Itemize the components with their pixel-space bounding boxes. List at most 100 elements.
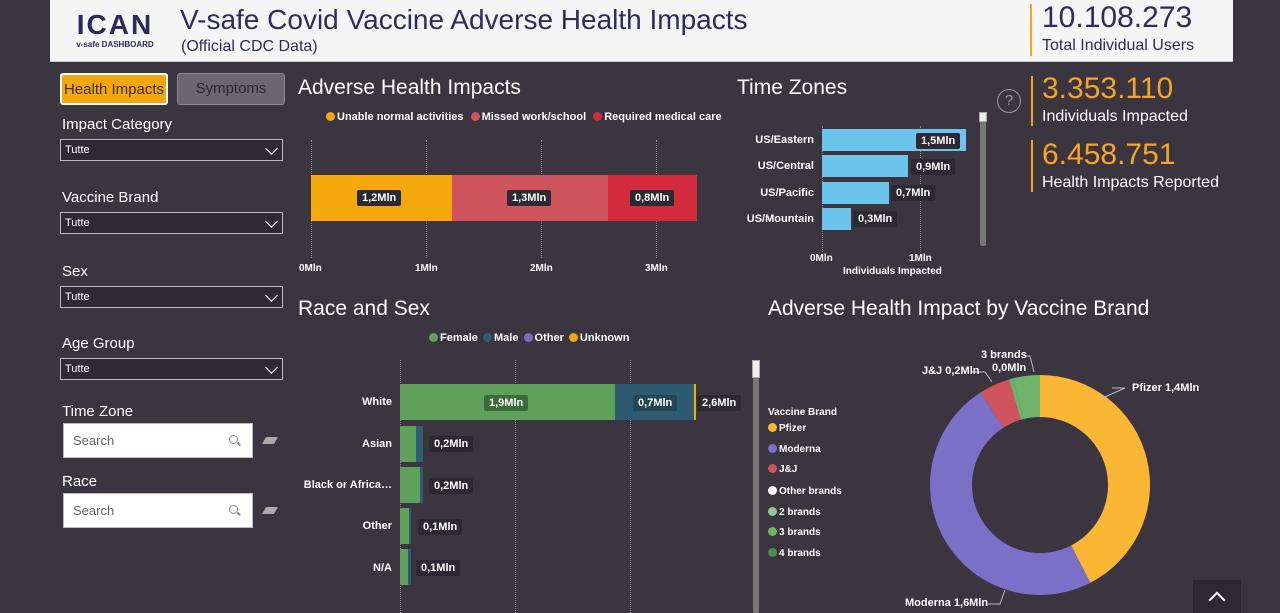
gridline: [515, 360, 516, 613]
sex-label: Sex: [62, 263, 88, 280]
vaccine-brand-select[interactable]: Tutte: [60, 212, 283, 234]
race-female-label: 1,9Mln: [484, 395, 529, 411]
scrollbar-thumb[interactable]: [979, 112, 987, 122]
tz-value-label: 1,5Mln: [916, 133, 961, 149]
race-sex-legend: Female Male Other Unknown: [429, 332, 629, 344]
tz-category-label: US/Eastern: [755, 134, 814, 146]
chevron-down-icon: [265, 289, 278, 302]
race-bar-segment: [400, 508, 410, 544]
page-title: V-safe Covid Vaccine Adverse Health Impa…: [180, 4, 748, 35]
tz-value-label: 0,7Mln: [891, 185, 936, 201]
bar-label-missed: 1,3Mln: [507, 190, 552, 206]
x-tick-2: 2Mln: [530, 263, 553, 274]
eraser-icon[interactable]: [261, 507, 279, 514]
legend-item-moderna: Moderna: [768, 444, 821, 455]
bar-label-unable: 1,2Mln: [357, 190, 402, 206]
total-users-label: Total Individual Users: [1042, 37, 1195, 54]
legend-item-unknown: Unknown: [568, 332, 629, 344]
kpi-divider: [1031, 76, 1033, 126]
legend-item-4-brands: 4 brands: [768, 548, 821, 559]
race-male-label: 0,7Mln: [633, 395, 678, 411]
ican-logo: ICAN v-safe DASHBOARD: [60, 10, 170, 54]
race-category-label: White: [362, 396, 392, 408]
race-sex-title: Race and Sex: [298, 297, 430, 320]
individuals-impacted-label: Individuals Impacted: [1042, 108, 1188, 125]
race-label: Race: [62, 473, 98, 490]
x-tick-1: 1Mln: [415, 263, 438, 274]
legend-item-unable: Unable normal activities: [326, 111, 464, 123]
total-users-value: 10.108.273: [1042, 1, 1193, 34]
tz-x-axis-label: Individuals Impacted: [843, 266, 942, 277]
tz-value-label: 0,9Mln: [911, 159, 956, 175]
time-zone-search-input[interactable]: Search: [63, 423, 253, 458]
logo-subtext: v-safe DASHBOARD: [76, 40, 154, 49]
header-bar: ICAN v-safe DASHBOARD V-safe Covid Vacci…: [50, 0, 1233, 62]
age-group-select[interactable]: Tutte: [60, 358, 283, 380]
kpi-divider: [1030, 4, 1032, 56]
legend-item-medical: Required medical care: [593, 111, 722, 123]
age-group-label: Age Group: [62, 335, 135, 352]
race-total-label: 0,1Mln: [416, 560, 461, 576]
tz-scrollbar[interactable]: [979, 112, 987, 246]
impact-category-label: Impact Category: [62, 116, 173, 133]
adverse-legend: Unable normal activities Missed work/sch…: [326, 111, 722, 123]
chevron-down-icon: [265, 215, 278, 228]
legend-item-jj: J&J: [768, 464, 797, 475]
gridline: [630, 360, 631, 613]
donut-slice-j-j: [980, 379, 1021, 428]
race-bar-segment: [400, 549, 408, 585]
race-total-label: 0,2Mln: [429, 478, 474, 494]
race-scrollbar[interactable]: [752, 360, 760, 613]
x-tick-0: 0Mln: [299, 263, 322, 274]
time-zone-search-placeholder: Search: [73, 433, 115, 448]
race-total-label: 0,1Mln: [418, 519, 463, 535]
tab-symptoms[interactable]: Symptoms: [177, 73, 285, 105]
tab-health-impacts[interactable]: Health Impacts: [60, 73, 168, 105]
race-bar-segment: [409, 508, 412, 544]
donut-label-3-brands-value: 0,0Mln: [992, 362, 1027, 374]
tz-bar: [822, 182, 890, 204]
logo-text: ICAN: [76, 9, 154, 40]
sex-value: Tutte: [65, 291, 90, 303]
tz-bar: [822, 155, 909, 177]
individuals-impacted-value: 3.353.110: [1042, 72, 1174, 105]
race-bar-segment: [693, 384, 697, 420]
legend-item-pfizer: Pfizer: [768, 423, 806, 434]
race-search-input[interactable]: Search: [63, 493, 253, 528]
donut-slice-other: [1013, 375, 1040, 420]
impact-category-select[interactable]: Tutte: [60, 139, 283, 161]
age-group-value: Tutte: [65, 363, 90, 375]
vaccine-brand-title: Adverse Health Impact by Vaccine Brand: [768, 297, 1150, 320]
search-icon: [229, 435, 238, 444]
time-zone-label: Time Zone: [62, 403, 134, 420]
donut-label-pfizer: Pfizer 1,4Mln: [1132, 382, 1200, 394]
vaccine-brand-label: Vaccine Brand: [62, 189, 159, 206]
impact-category-value: Tutte: [65, 144, 90, 156]
search-icon: [229, 505, 238, 514]
legend-item-missed: Missed work/school: [470, 111, 586, 123]
leader-line: [1097, 387, 1126, 401]
race-bar-segment: [420, 467, 423, 503]
tz-value-label: 0,3Mln: [853, 211, 898, 227]
tz-bar: [822, 208, 851, 230]
tz-category-label: US/Central: [757, 160, 814, 172]
vaccine-brand-value: Tutte: [65, 217, 90, 229]
time-zones-title: Time Zones: [737, 76, 848, 99]
eraser-icon[interactable]: [261, 437, 279, 444]
adverse-impacts-title: Adverse Health Impacts: [298, 76, 521, 99]
donut-label-jj: J&J 0,2Mln: [922, 365, 980, 377]
scrollbar-thumb[interactable]: [752, 360, 760, 378]
donut-label-3-brands: 3 brands: [981, 349, 1027, 361]
race-category-label: Other: [362, 520, 392, 532]
leader-line: [988, 589, 1006, 605]
help-icon[interactable]: ?: [997, 89, 1021, 113]
tz-category-label: US/Mountain: [746, 213, 814, 225]
page-subtitle: (Official CDC Data): [181, 38, 318, 55]
race-category-label: N/A: [373, 562, 392, 574]
kpi-divider: [1031, 140, 1033, 192]
sex-select[interactable]: Tutte: [60, 286, 283, 308]
legend-item-other-brands: Other brands: [768, 486, 842, 497]
scroll-up-button[interactable]: [1193, 580, 1241, 613]
race-bar-segment: [400, 467, 421, 503]
chevron-down-icon: [265, 142, 278, 155]
